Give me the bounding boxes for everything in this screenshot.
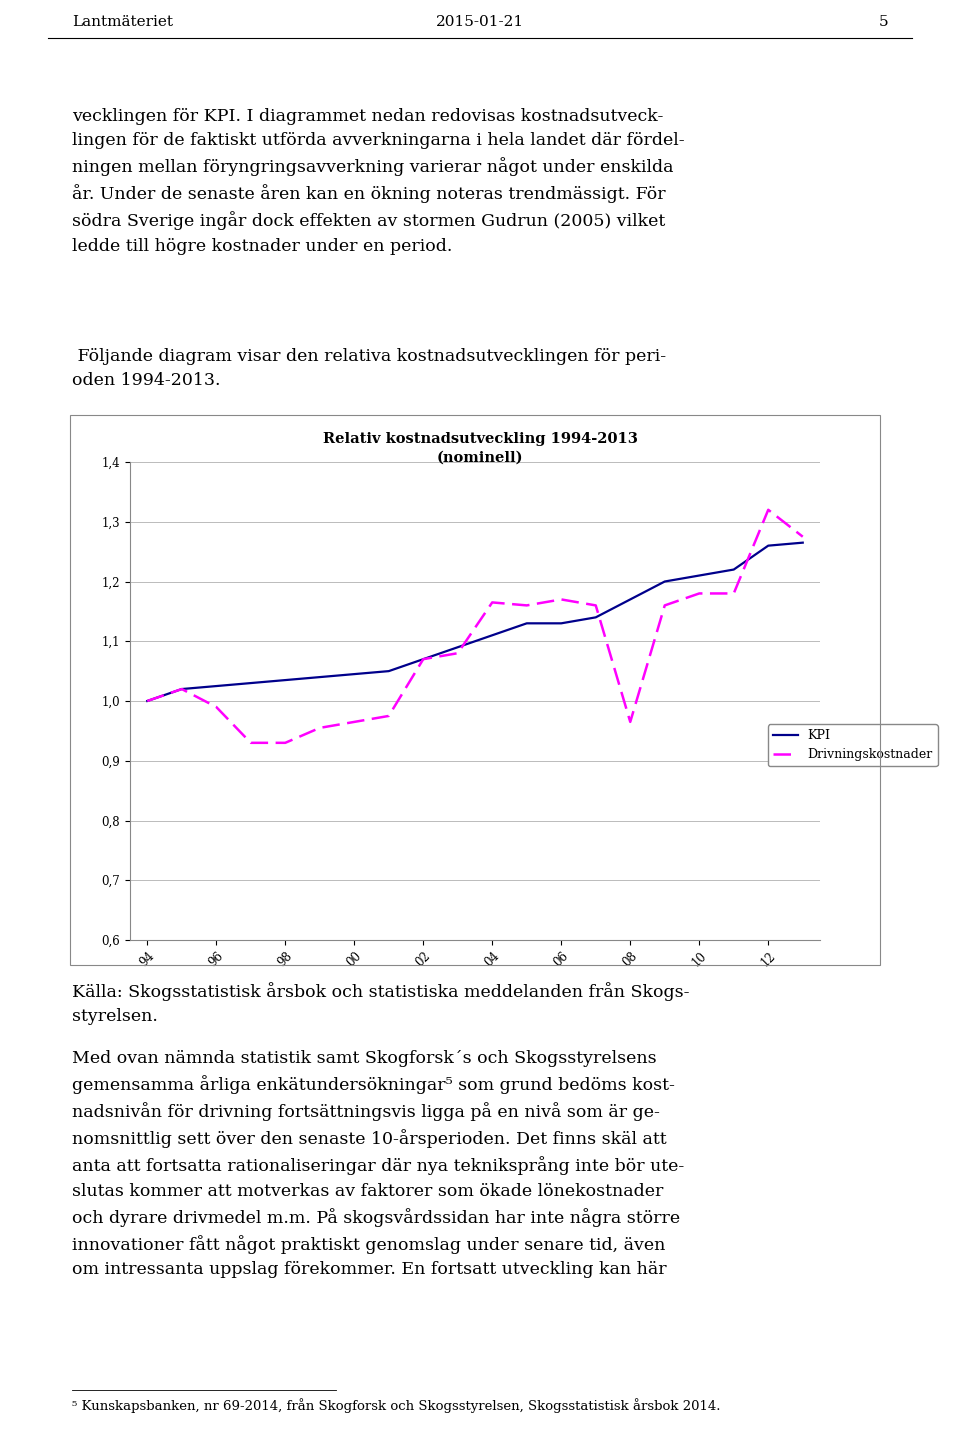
Text: 5: 5: [878, 14, 888, 29]
Legend: KPI, Drivningskostnader: KPI, Drivningskostnader: [768, 725, 938, 766]
Text: Med ovan nämnda statistik samt Skogforsk´s och Skogsstyrelsens
gemensamma årliga: Med ovan nämnda statistik samt Skogforsk…: [72, 1050, 684, 1277]
Text: Lantmäteriet: Lantmäteriet: [72, 14, 173, 29]
Text: Relativ kostnadsutveckling 1994-2013
(nominell): Relativ kostnadsutveckling 1994-2013 (no…: [323, 432, 637, 464]
Text: vecklingen för KPI. I diagrammet nedan redovisas kostnadsutveck-
lingen för de f: vecklingen för KPI. I diagrammet nedan r…: [72, 107, 684, 255]
Text: 2015-01-21: 2015-01-21: [436, 14, 524, 29]
Text: Följande diagram visar den relativa kostnadsutvecklingen för peri-
oden 1994-201: Följande diagram visar den relativa kost…: [72, 348, 666, 390]
Text: Källa: Skogsstatistisk årsbok och statistiska meddelanden från Skogs-
styrelsen.: Källa: Skogsstatistisk årsbok och statis…: [72, 982, 689, 1025]
Text: ⁵ Kunskapsbanken, nr 69-2014, från Skogforsk och Skogsstyrelsen, Skogsstatistisk: ⁵ Kunskapsbanken, nr 69-2014, från Skogf…: [72, 1398, 721, 1413]
